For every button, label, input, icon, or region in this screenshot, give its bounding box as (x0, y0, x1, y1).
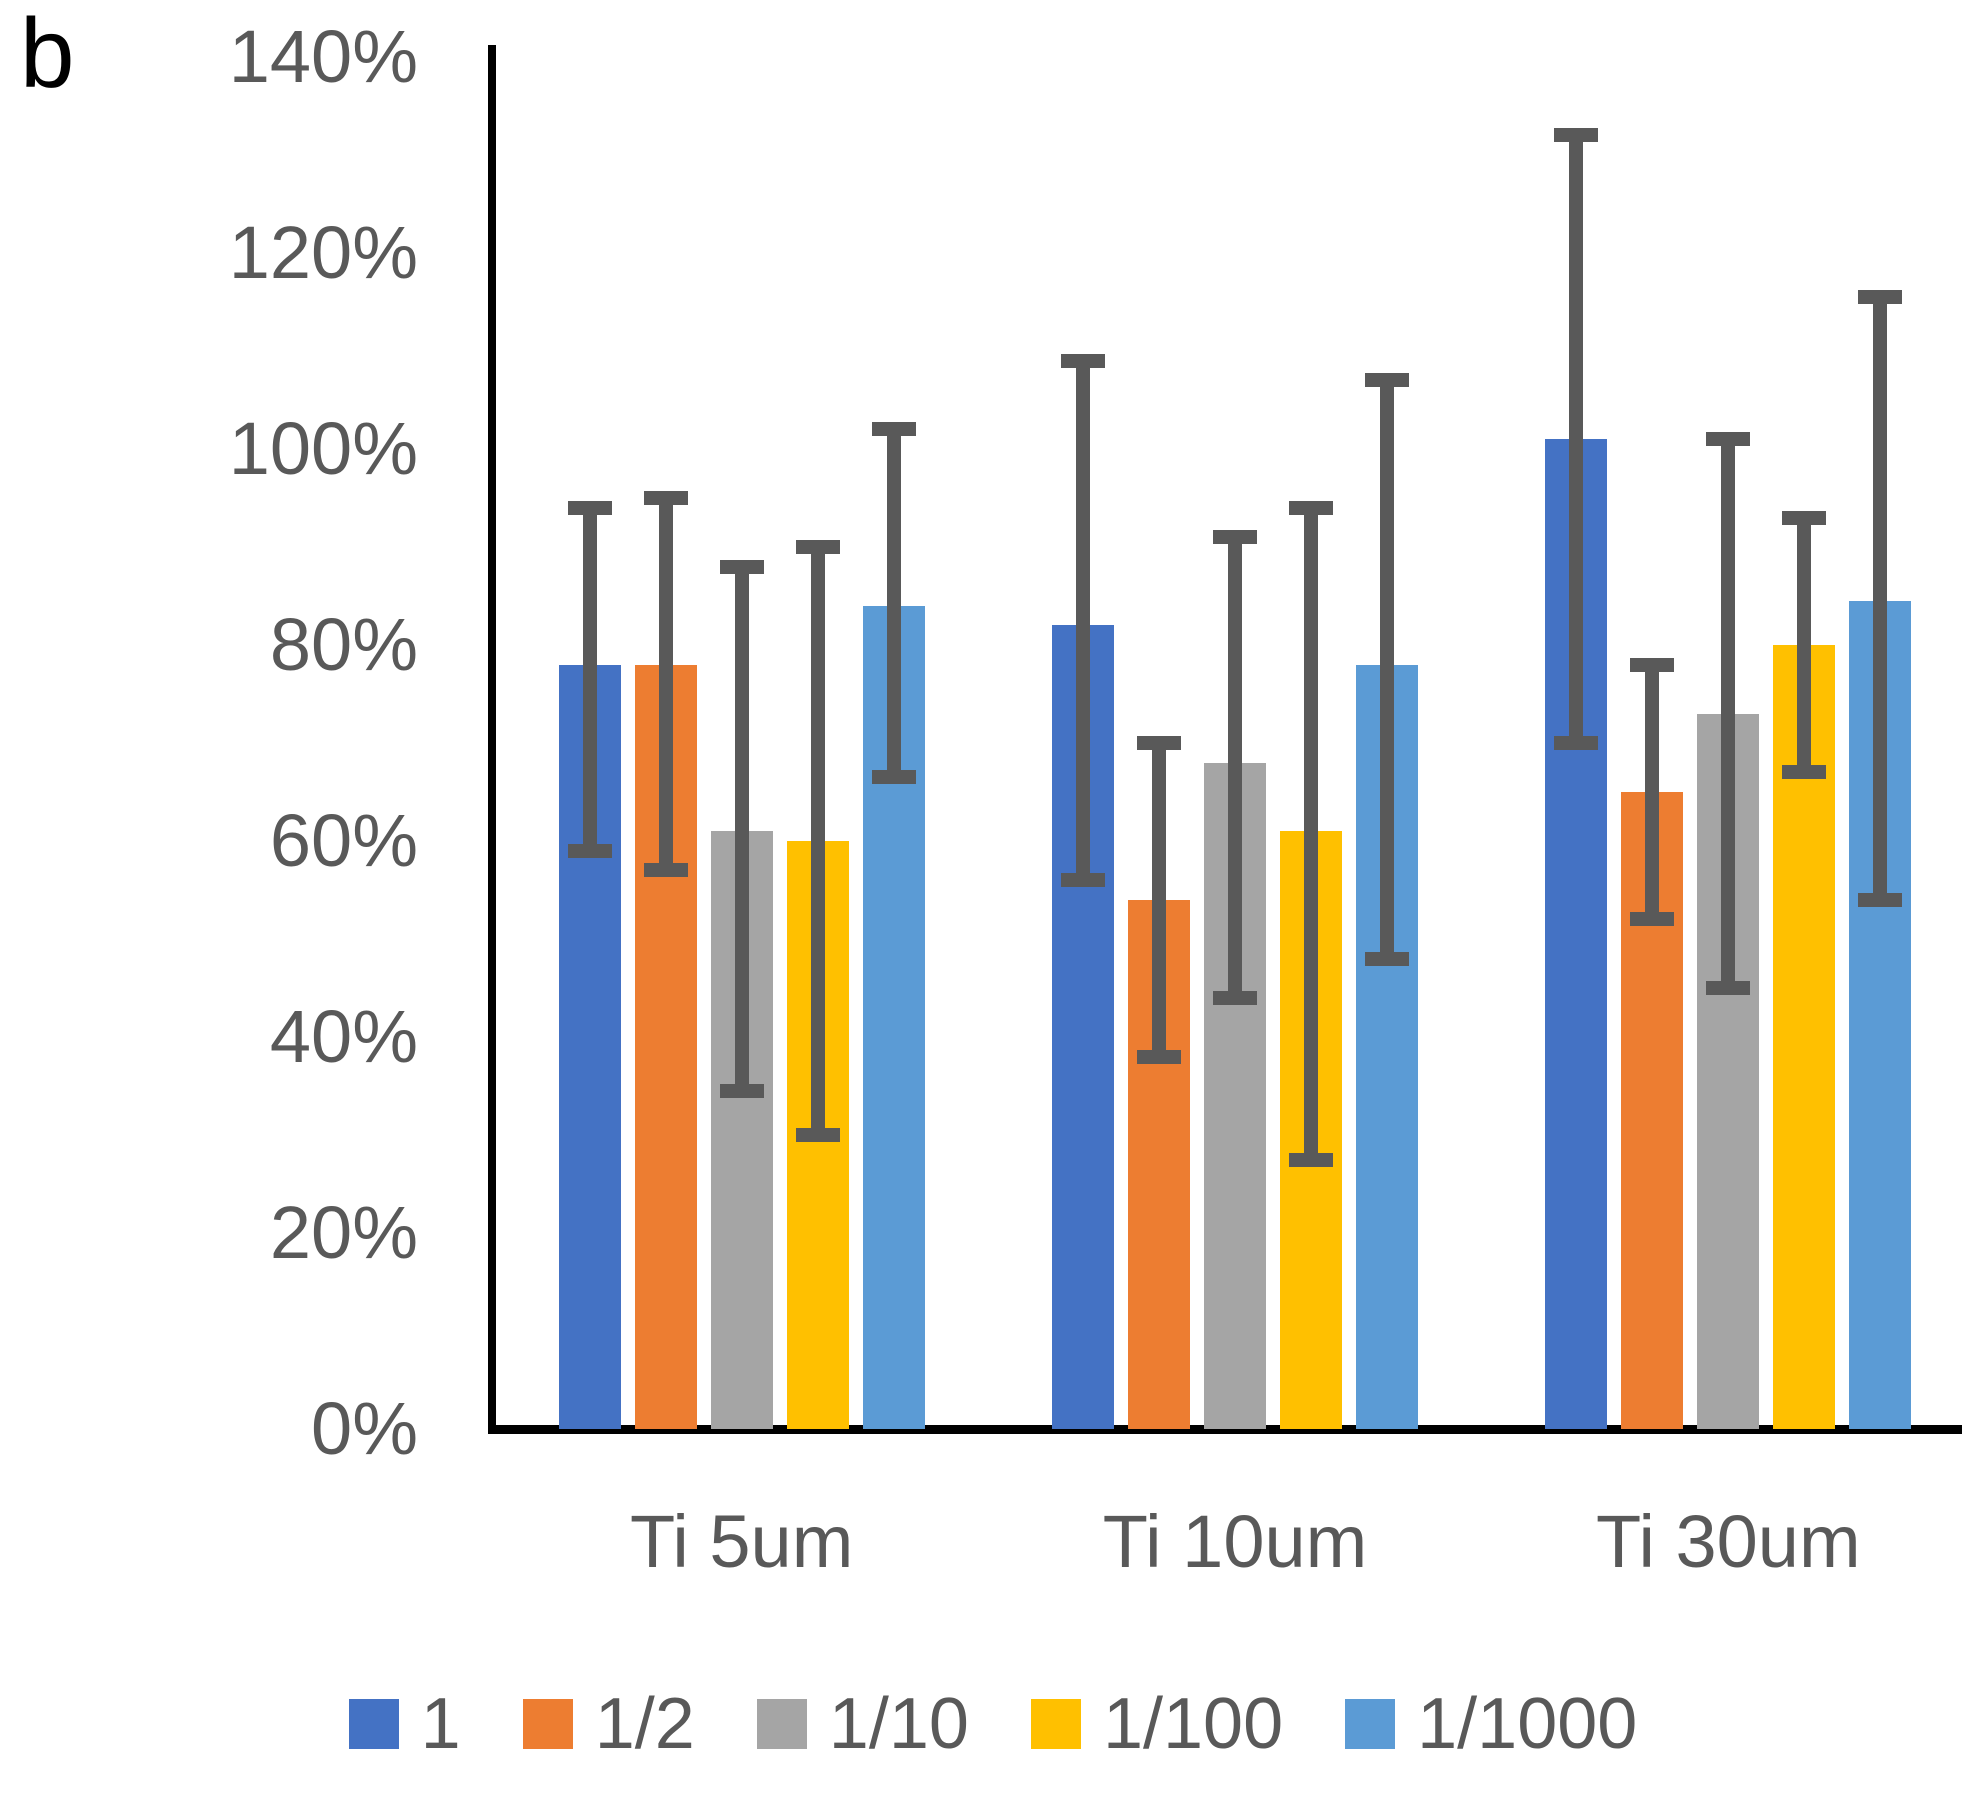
legend-item: 1/2 (522, 1684, 695, 1764)
y-tick-label: 140% (228, 15, 418, 98)
x-axis-line (488, 1425, 1962, 1434)
error-bar (1706, 981, 1751, 995)
legend-item: 1 (348, 1684, 461, 1764)
error-bar (1554, 128, 1599, 143)
error-bar (1304, 507, 1318, 1160)
error-bar (1706, 432, 1751, 447)
x-category-label: Ti 10um (1102, 1500, 1368, 1583)
y-tick-label: 80% (269, 603, 418, 686)
legend-label: 1/2 (594, 1684, 695, 1764)
error-bar (1061, 873, 1105, 888)
y-tick-label: 60% (269, 799, 418, 882)
legend-label: 1/100 (1102, 1684, 1284, 1764)
error-bar (567, 500, 612, 515)
error-bar (1228, 537, 1242, 998)
legend-label: 1/10 (828, 1684, 969, 1764)
error-bar (1858, 290, 1903, 305)
legend-swatch (1030, 1699, 1081, 1749)
error-bar (1782, 765, 1827, 780)
error-bar (643, 863, 688, 878)
error-bar (795, 540, 840, 554)
error-bar (1630, 657, 1675, 672)
error-bar (871, 422, 916, 437)
panel-label: b (20, 0, 75, 108)
error-bar (1797, 517, 1812, 773)
error-bar (734, 566, 749, 1091)
y-tick-label: 100% (228, 407, 418, 490)
y-tick-label: 40% (269, 995, 418, 1078)
legend-swatch (348, 1699, 399, 1749)
error-bar (1365, 373, 1409, 388)
y-tick-label: 120% (228, 211, 418, 294)
error-bar (1858, 892, 1903, 907)
error-bar (795, 1128, 840, 1142)
x-category-label: Ti 30um (1596, 1500, 1861, 1583)
error-bar (1365, 951, 1409, 966)
y-tick-label: 0% (311, 1387, 418, 1470)
legend-swatch (756, 1699, 807, 1749)
error-bar (1289, 1152, 1333, 1167)
error-bar (1554, 736, 1599, 750)
error-bar (1782, 510, 1827, 525)
error-bar (719, 1083, 764, 1098)
error-bar (1289, 500, 1333, 515)
error-bar (1873, 297, 1888, 900)
y-axis-line (488, 45, 496, 1433)
legend-item: 1/100 (1030, 1684, 1284, 1764)
legend-item: 1/1000 (1345, 1688, 1637, 1760)
error-bar (886, 429, 901, 778)
x-category-label: Ti 5um (629, 1500, 854, 1583)
error-bar (1152, 743, 1166, 1057)
y-tick-label: 20% (269, 1191, 418, 1274)
legend-label: 1 (420, 1684, 461, 1764)
chart-legend: 1 1/2 1/10 1/100 1/1000 (0, 1688, 1986, 1760)
error-bar (1645, 664, 1660, 920)
error-bar (719, 559, 764, 574)
error-bar (582, 507, 597, 851)
error-bar (1137, 736, 1181, 750)
error-bar (1061, 353, 1105, 368)
error-bar (567, 843, 612, 858)
error-bar (643, 491, 688, 505)
legend-label: 1/1000 (1417, 1684, 1638, 1764)
error-bar (1630, 912, 1675, 927)
legend-swatch (522, 1699, 573, 1749)
legend-swatch (1345, 1699, 1396, 1749)
error-bar (658, 498, 673, 871)
error-bar (1213, 530, 1257, 545)
error-bar (1569, 135, 1584, 743)
error-bar (1380, 380, 1394, 959)
error-bar (1076, 360, 1090, 881)
error-bar (1213, 990, 1257, 1005)
legend-item: 1/10 (756, 1684, 969, 1764)
error-bar (1721, 439, 1736, 988)
error-bar (1137, 1049, 1181, 1064)
error-bar (810, 547, 825, 1135)
error-bar (871, 770, 916, 785)
